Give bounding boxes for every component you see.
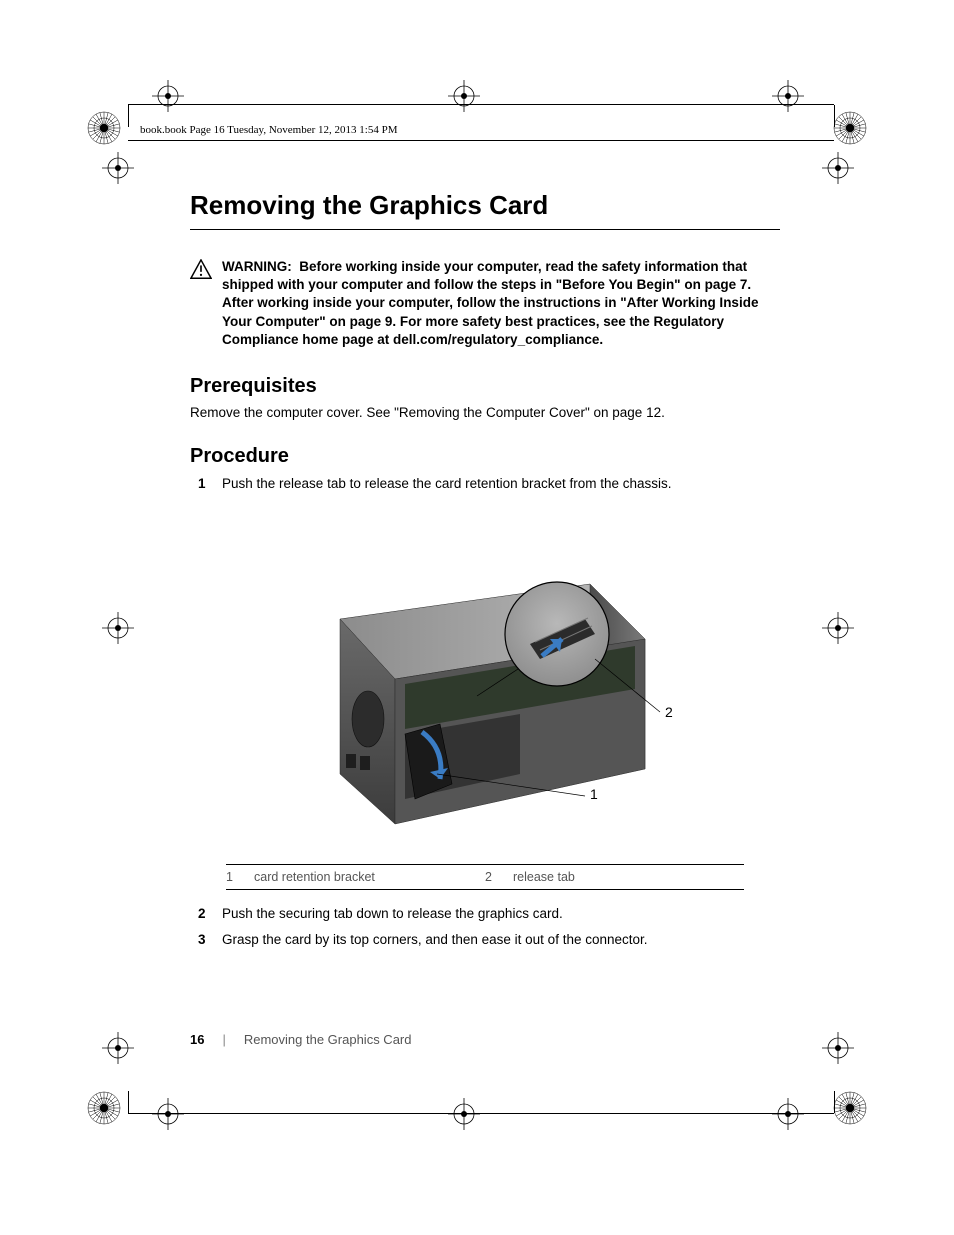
step: Grasp the card by its top corners, and t… (190, 930, 780, 950)
page-content: Removing the Graphics Card WARNING: Befo… (190, 190, 780, 957)
warning-text: WARNING: Before working inside your comp… (222, 258, 780, 349)
registration-mark (770, 78, 806, 114)
title-rule (190, 229, 780, 230)
rosette-mark (86, 1090, 122, 1126)
header-rule (128, 140, 834, 141)
rosette-mark (832, 110, 868, 146)
warning-label: WARNING: (222, 259, 292, 274)
procedure-heading: Procedure (190, 445, 780, 468)
step: Push the securing tab down to release th… (190, 904, 780, 924)
prereq-heading: Prerequisites (190, 375, 780, 398)
prereq-text: Remove the computer cover. See "Removing… (190, 404, 780, 423)
footer-chapter: Removing the Graphics Card (244, 1032, 412, 1047)
warning-block: WARNING: Before working inside your comp… (190, 258, 780, 349)
step: Push the release tab to release the card… (190, 474, 780, 494)
registration-mark (820, 610, 856, 646)
running-header: book.book Page 16 Tuesday, November 12, … (140, 124, 397, 136)
legend-row: 2 release tab (485, 870, 744, 884)
registration-mark (446, 1096, 482, 1132)
registration-mark (820, 150, 856, 186)
registration-mark (150, 1096, 186, 1132)
legend-num: 2 (485, 870, 499, 884)
rosette-mark (832, 1090, 868, 1126)
legend-row: 1 card retention bracket (226, 870, 485, 884)
rosette-mark (86, 110, 122, 146)
page-title: Removing the Graphics Card (190, 190, 780, 221)
registration-mark (446, 78, 482, 114)
procedure-steps-cont: Push the securing tab down to release th… (190, 904, 780, 951)
warning-icon (190, 259, 212, 284)
procedure-steps: Push the release tab to release the card… (190, 474, 780, 494)
crop-tick (128, 105, 129, 127)
figure-legend: 1 card retention bracket 2 release tab (226, 864, 744, 890)
registration-mark (150, 78, 186, 114)
page-footer: 16 | Removing the Graphics Card (190, 1032, 412, 1047)
callout-2: 2 (665, 704, 673, 720)
page-number: 16 (190, 1032, 204, 1047)
crop-tick (128, 1091, 129, 1113)
registration-mark (100, 1030, 136, 1066)
legend-label: release tab (513, 870, 575, 884)
callout-1: 1 (590, 786, 598, 802)
registration-mark (100, 150, 136, 186)
registration-mark (100, 610, 136, 646)
registration-mark (820, 1030, 856, 1066)
figure: 1 2 (190, 524, 780, 844)
legend-num: 1 (226, 870, 240, 884)
legend-label: card retention bracket (254, 870, 375, 884)
registration-mark (770, 1096, 806, 1132)
warning-body: Before working inside your computer, rea… (222, 259, 758, 347)
footer-separator: | (222, 1032, 225, 1047)
